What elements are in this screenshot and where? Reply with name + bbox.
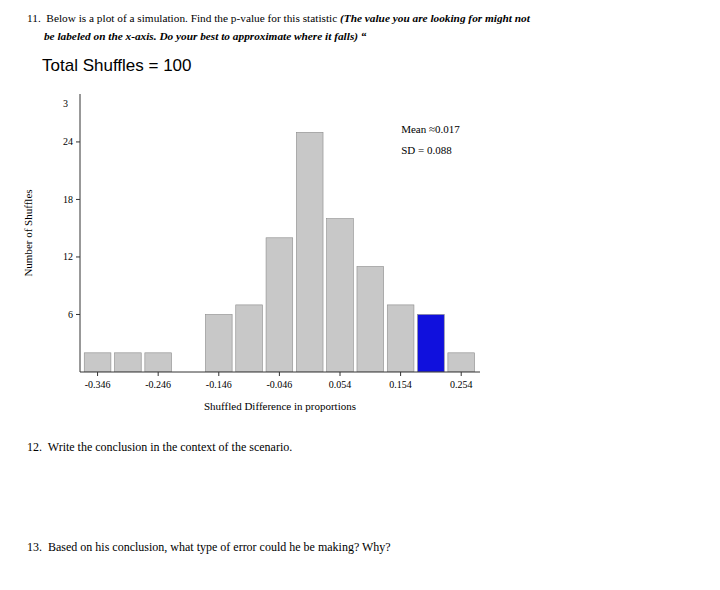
header-text: (The value you are looking for might not (340, 12, 530, 24)
annotation: 3 (63, 98, 68, 109)
y-tick-label: 18 (63, 194, 73, 205)
annotation: SD = 0.088 (401, 144, 452, 156)
footer-line: 13. Based on his conclusion, what type o… (27, 540, 391, 555)
x-axis-line (80, 372, 480, 373)
bar (236, 305, 263, 372)
title: Total Shuffles = 100 (42, 56, 192, 76)
y-axis-label: Number of Shuffles (22, 189, 34, 276)
bar (84, 353, 111, 372)
x-axis-label: Shuffled Difference in proportions (204, 400, 356, 412)
x-tick-label: -0.346 (85, 379, 111, 390)
y-tick (76, 141, 80, 142)
y-tick-label: 12 (63, 251, 73, 262)
bar (296, 132, 323, 372)
x-tick (461, 372, 462, 376)
x-tick-label: 0.254 (450, 379, 473, 390)
bar (418, 314, 445, 372)
x-tick-label: 0.054 (329, 379, 352, 390)
bar (448, 353, 475, 372)
x-tick (97, 372, 98, 376)
y-tick (76, 256, 80, 257)
footer-text: 13. Based on his conclusion, what type o… (27, 540, 391, 554)
header-text: be labeled on the x-axis. Do your best t… (27, 30, 367, 42)
bar (387, 305, 414, 372)
annotation: Mean ≈0.017 (401, 123, 460, 135)
bars (84, 132, 474, 372)
y-tick (76, 199, 80, 200)
bar (327, 219, 354, 372)
x-tick (279, 372, 280, 376)
footer-text: 12. Write the conclusion in the context … (27, 440, 292, 454)
y-tick-label: 24 (63, 136, 73, 147)
y-tick (76, 314, 80, 315)
x-tick-label: -0.246 (145, 379, 171, 390)
y-tick-label: 6 (68, 309, 73, 320)
x-tick-label: -0.146 (206, 379, 232, 390)
x-tick (340, 372, 341, 376)
chart: -0.346 -0.246 -0.146 -0.046 0.054 0.154 0.254 6… (10, 82, 510, 427)
header-line: 11. Below is a plot of a simulation. Fin… (27, 12, 530, 24)
footer-line: 12. Write the conclusion in the context … (27, 440, 292, 455)
x-tick (400, 372, 401, 376)
x-tick (218, 372, 219, 376)
x-tick (158, 372, 159, 376)
bar (115, 353, 142, 372)
bar (266, 238, 293, 372)
x-tick-label: 0.154 (389, 379, 412, 390)
y-axis-line (80, 94, 81, 372)
bar (357, 267, 384, 372)
header-text: 11. Below is a plot of a simulation. Fin… (27, 12, 340, 24)
x-tick-label: -0.046 (266, 379, 292, 390)
bar (205, 314, 232, 372)
header-line: be labeled on the x-axis. Do your best t… (27, 30, 367, 42)
bar (145, 353, 172, 372)
